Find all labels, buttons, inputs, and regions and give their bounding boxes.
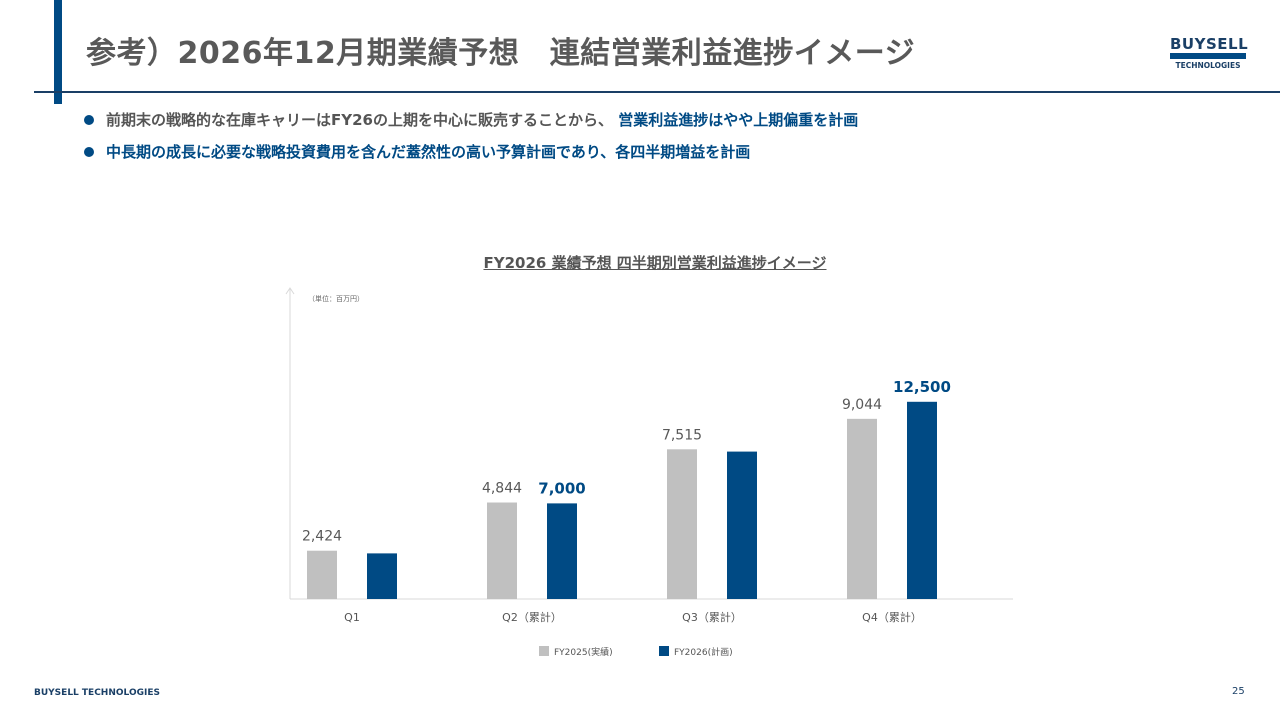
x-tick-label: Q1: [344, 611, 360, 624]
bullet-text: 前期末の戦略的な在庫キャリーはFY26の上期を中心に販売することから、: [106, 111, 613, 129]
bullet-highlight: 中長期の成長に必要な戦略投資費用を含んだ蓋然性の高い予算計画であり、各四半期増益…: [106, 143, 751, 161]
y-axis-arrow: [285, 287, 295, 295]
bar-fy2025: [847, 418, 877, 599]
footer-brand: BUYSELL TECHNOLOGIES: [34, 688, 160, 698]
data-label-fy2025: 9,044: [842, 397, 882, 413]
bullet-item: 中長期の成長に必要な戦略投資費用を含んだ蓋然性の高い予算計画であり、各四半期増益…: [84, 141, 858, 163]
page-number: 25: [1232, 686, 1245, 697]
chart-title: FY2026 業績予想 四半期別営業利益進捗イメージ: [483, 254, 827, 272]
bar-fy2025: [307, 550, 337, 599]
bullet-highlight: 営業利益進捗はやや上期偏重を計画: [618, 111, 859, 129]
page-title: 参考）2026年12月期業績予想 連結営業利益進捗イメージ: [86, 36, 916, 71]
bullet-dot: [84, 115, 94, 125]
legend-swatch-fy2025: [539, 646, 549, 656]
x-tick-label: Q4（累計）: [862, 610, 922, 624]
bullet-list: 前期末の戦略的な在庫キャリーはFY26の上期を中心に販売することから、 営業利益…: [84, 109, 858, 173]
bullet-dot: [84, 147, 94, 157]
data-label-fy2025: 7,515: [662, 427, 702, 443]
header-divider: [34, 91, 1280, 93]
x-tick-label: Q3（累計）: [682, 610, 742, 624]
x-tick-label: Q2（累計）: [502, 610, 562, 624]
logo-wordmark: BUYSELL: [1170, 35, 1249, 53]
data-label-fy2026: 12,500: [893, 378, 951, 396]
legend-label-fy2026: FY2026(計画): [674, 646, 733, 658]
unit-label: （単位：百万円）: [308, 294, 364, 303]
bar-fy2026: [547, 503, 577, 599]
bullet-item: 前期末の戦略的な在庫キャリーはFY26の上期を中心に販売することから、 営業利益…: [84, 109, 858, 131]
bar-fy2025: [667, 449, 697, 599]
legend-label-fy2025: FY2025(実績): [554, 646, 613, 658]
logo-subtitle: TECHNOLOGIES: [1175, 61, 1241, 70]
data-label-fy2025: 2,424: [302, 529, 342, 545]
bar-fy2026: [907, 401, 937, 599]
logo-bar: [1170, 53, 1246, 59]
header-accent-bar: [54, 0, 62, 104]
bar-fy2025: [487, 502, 517, 599]
legend-swatch-fy2026: [659, 646, 669, 656]
company-logo: BUYSELL TECHNOLOGIES: [1170, 35, 1249, 70]
data-label-fy2026: 7,000: [538, 479, 585, 497]
bar-fy2026: [727, 451, 757, 599]
bar-fy2026: [367, 553, 397, 599]
data-label-fy2025: 4,844: [482, 481, 522, 497]
